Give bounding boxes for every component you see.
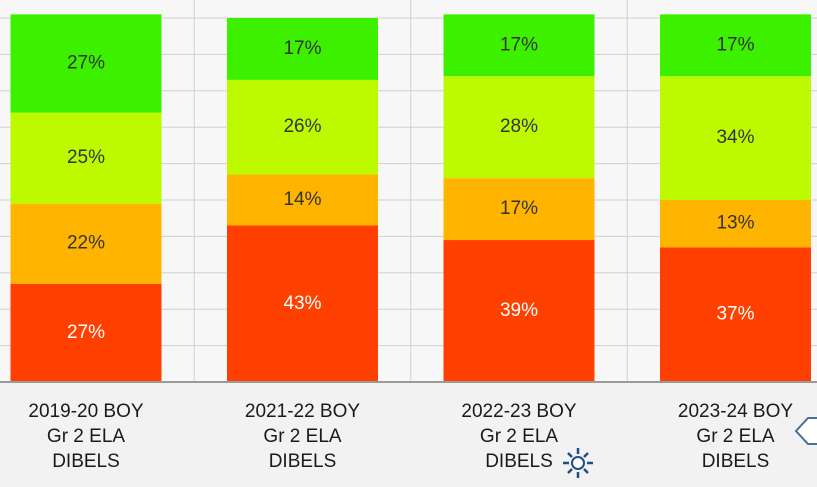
x-tick-label: 2019-20 BOY bbox=[28, 401, 143, 422]
x-tick-label: DIBELS bbox=[52, 451, 120, 472]
x-tick-label: DIBELS bbox=[702, 451, 770, 472]
value-label: 37% bbox=[716, 304, 754, 325]
value-label: 27% bbox=[67, 322, 105, 343]
value-label: 17% bbox=[716, 34, 754, 55]
bar-segment bbox=[443, 76, 595, 179]
value-label: 26% bbox=[283, 116, 321, 137]
bar-segment bbox=[10, 112, 162, 204]
value-label: 13% bbox=[716, 213, 754, 234]
bar-segment bbox=[443, 14, 595, 77]
bar-segment bbox=[10, 203, 162, 284]
value-label: 14% bbox=[283, 189, 321, 210]
bar-segment bbox=[227, 79, 378, 175]
value-label: 17% bbox=[283, 38, 321, 59]
sun-icon bbox=[563, 448, 593, 478]
bar-segment bbox=[660, 200, 811, 248]
bar-segment bbox=[227, 225, 378, 382]
bar-segment bbox=[227, 174, 378, 226]
x-tick-label: 2022-23 BOY bbox=[461, 401, 576, 422]
bar-segment bbox=[443, 178, 595, 241]
x-tick-label: Gr 2 ELA bbox=[696, 426, 774, 447]
x-tick-label: DIBELS bbox=[485, 451, 553, 472]
bar-segment bbox=[227, 18, 378, 80]
value-label: 25% bbox=[67, 147, 105, 168]
x-tick-label: Gr 2 ELA bbox=[47, 426, 125, 447]
bar-segment bbox=[443, 240, 595, 382]
bars: 27% 22% 25% 27% 43% 14% 26% 17% 39% 17% 28% 17% 37% 1… bbox=[10, 14, 811, 382]
category-labels: 2019-20 BOY Gr 2 ELA DIBELS 2021-22 BOY Gr 2… bbox=[28, 401, 793, 472]
value-label: 39% bbox=[500, 300, 538, 321]
x-tick-label: 2021-22 BOY bbox=[245, 401, 360, 422]
x-tick-label: Gr 2 ELA bbox=[480, 426, 558, 447]
value-label: 34% bbox=[716, 127, 754, 148]
value-label: 43% bbox=[283, 293, 321, 314]
x-tick-label: DIBELS bbox=[269, 451, 337, 472]
value-label: 17% bbox=[500, 198, 538, 219]
value-label: 28% bbox=[500, 116, 538, 137]
value-label: 27% bbox=[67, 53, 105, 74]
x-tick-label: 2023-24 BOY bbox=[678, 401, 793, 422]
arrow-icon[interactable] bbox=[794, 417, 817, 445]
bar-segment bbox=[10, 14, 162, 113]
bar-segment bbox=[10, 283, 162, 382]
x-tick-label: Gr 2 ELA bbox=[263, 426, 341, 447]
value-label: 17% bbox=[500, 34, 538, 55]
bar-segment bbox=[660, 76, 811, 200]
value-label: 22% bbox=[67, 233, 105, 254]
bar-segment bbox=[660, 247, 811, 382]
bar-segment bbox=[660, 14, 811, 77]
